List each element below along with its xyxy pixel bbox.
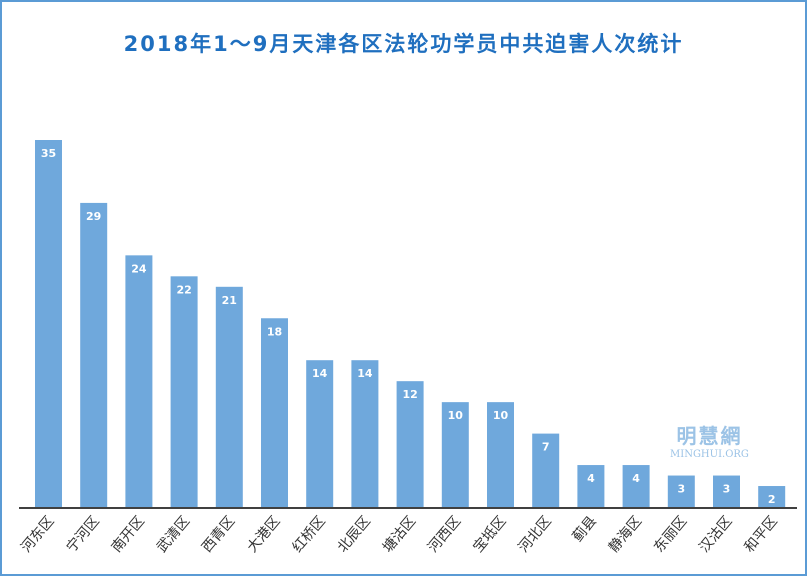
x-tick-label: 河西区 [425, 513, 464, 555]
x-tick-label: 南开区 [109, 513, 148, 555]
bar [125, 255, 153, 507]
x-tick-label: 红桥区 [290, 513, 329, 555]
bar [713, 475, 740, 507]
data-label: 35 [41, 147, 56, 160]
watermark-en: MINGHUI.ORG [670, 449, 749, 460]
x-tick-label: 西青区 [199, 513, 238, 555]
x-tick-label: 河北区 [516, 513, 555, 555]
x-tick-label: 北辰区 [335, 513, 374, 555]
x-tick-label: 和平区 [742, 513, 781, 555]
bar [351, 360, 379, 507]
bar [215, 286, 243, 507]
bar [487, 402, 514, 507]
x-tick-label: 宝坻区 [470, 513, 509, 555]
x-tick-label: 武清区 [154, 513, 193, 555]
bar [80, 202, 108, 507]
data-label: 10 [493, 409, 509, 422]
bar [170, 276, 198, 507]
data-label: 18 [267, 325, 282, 338]
data-label: 14 [312, 367, 328, 380]
x-tick-label: 蓟县 [570, 513, 600, 545]
bar [261, 318, 288, 507]
x-tick-label: 静海区 [606, 513, 645, 555]
data-label: 4 [632, 472, 640, 485]
bar [396, 381, 424, 507]
x-tick-label: 大港区 [244, 513, 283, 555]
x-tick-label: 汉沽区 [696, 513, 735, 555]
bar [532, 433, 560, 507]
bar [35, 140, 62, 507]
data-label: 14 [357, 367, 373, 380]
data-label: 12 [402, 388, 417, 401]
data-label: 21 [222, 294, 237, 307]
data-label: 7 [542, 441, 550, 454]
data-label: 3 [723, 483, 731, 496]
bar [441, 402, 469, 507]
bar [758, 486, 786, 507]
x-tick-label: 河东区 [18, 513, 57, 555]
data-label: 4 [587, 472, 595, 485]
x-tick-label: 东丽区 [651, 513, 690, 555]
data-label: 3 [677, 483, 685, 496]
x-tick-label: 宁河区 [63, 513, 103, 556]
bar [622, 465, 650, 507]
data-label: 22 [176, 283, 191, 296]
chart-title: 2018年1～9月天津各区法轮功学员中共迫害人次统计 [123, 32, 684, 56]
data-label: 2 [768, 493, 776, 506]
data-label: 24 [131, 262, 147, 275]
bar [577, 465, 605, 507]
minghui-watermark: 明慧網 MINGHUI.ORG [670, 420, 749, 460]
bar [306, 360, 334, 507]
bar [667, 475, 695, 507]
watermark-cn: 明慧網 [676, 424, 743, 448]
data-label: 29 [86, 210, 101, 223]
data-label: 10 [448, 409, 464, 422]
x-tick-label: 塘沽区 [380, 513, 419, 555]
